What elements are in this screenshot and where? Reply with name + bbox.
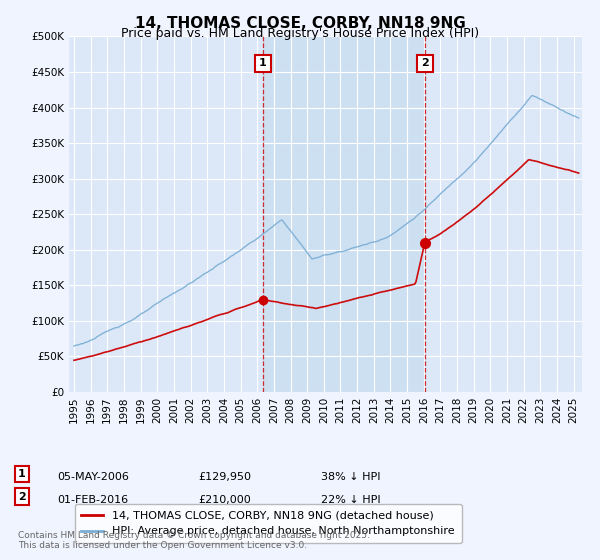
Text: £210,000: £210,000 [198,494,251,505]
Text: 1: 1 [259,58,267,68]
Text: 1: 1 [18,469,26,479]
Text: Price paid vs. HM Land Registry's House Price Index (HPI): Price paid vs. HM Land Registry's House … [121,27,479,40]
Text: 2: 2 [18,492,26,502]
Text: 14, THOMAS CLOSE, CORBY, NN18 9NG: 14, THOMAS CLOSE, CORBY, NN18 9NG [134,16,466,31]
Text: 22% ↓ HPI: 22% ↓ HPI [321,494,380,505]
Text: 05-MAY-2006: 05-MAY-2006 [57,472,129,482]
Text: 38% ↓ HPI: 38% ↓ HPI [321,472,380,482]
Text: 2: 2 [421,58,429,68]
Bar [263,36,425,392]
Text: 01-FEB-2016: 01-FEB-2016 [57,494,128,505]
Text: Contains HM Land Registry data © Crown copyright and database right 2025.
This d: Contains HM Land Registry data © Crown c… [18,530,370,550]
Text: £129,950: £129,950 [198,472,251,482]
Legend: 14, THOMAS CLOSE, CORBY, NN18 9NG (detached house), HPI: Average price, detached: 14, THOMAS CLOSE, CORBY, NN18 9NG (detac… [74,504,461,543]
